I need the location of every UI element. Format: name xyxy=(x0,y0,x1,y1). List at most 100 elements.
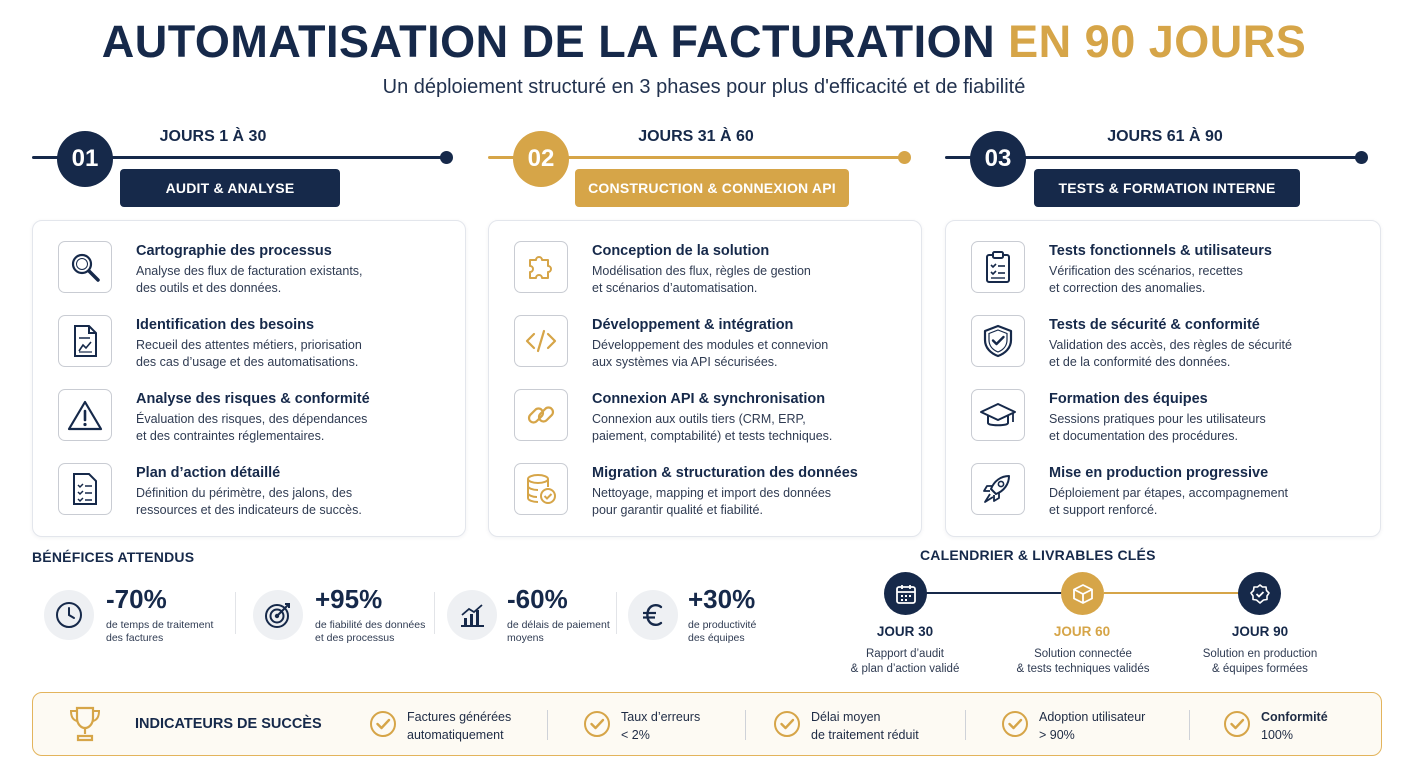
success-title: INDICATEURS DE SUCCÈS xyxy=(135,716,322,732)
title-main: AUTOMATISATION DE LA FACTURATION xyxy=(101,16,996,67)
box-icon xyxy=(1061,572,1104,615)
item-title: Développement & intégration xyxy=(592,317,794,333)
item-desc: Définition du périmètre, des jalons, des… xyxy=(136,486,362,517)
phase-3-line xyxy=(945,156,1359,159)
benefit-label: de productivité des équipes xyxy=(688,619,757,644)
page-title: AUTOMATISATION DE LA FACTURATION EN 90 J… xyxy=(0,16,1408,68)
benefit-label: de fiabilité des données et des processus xyxy=(315,619,426,644)
phase-3-label: TESTS & FORMATION INTERNE xyxy=(1034,169,1300,207)
phase-3-item-1: Tests fonctionnels & utilisateurs Vérifi… xyxy=(971,241,1361,301)
chart-icon xyxy=(447,590,497,640)
benefit-label: de temps de traitement des factures xyxy=(106,619,214,644)
phase-1-item-2: Identification des besoins Recueil des a… xyxy=(58,315,448,375)
euro-icon xyxy=(628,590,678,640)
graduation-cap-icon xyxy=(971,389,1025,441)
calendar-day-90: JOUR 90 xyxy=(1231,624,1289,639)
item-desc: Connexion aux outils tiers (CRM, ERP, pai… xyxy=(592,412,833,443)
phase-1-line xyxy=(32,156,444,159)
item-desc: Sessions pratiques pour les utilisateurs… xyxy=(1049,412,1266,443)
benefit-item-2: +95% de fiabilité des données et des proc… xyxy=(253,584,443,654)
success-separator xyxy=(965,710,966,740)
benefit-label: de délais de paiement moyens xyxy=(507,619,610,644)
item-desc: Déploiement par étapes, accompagnement et… xyxy=(1049,486,1289,517)
item-desc: Validation des accès, des règles de sécu… xyxy=(1049,338,1292,369)
success-separator xyxy=(745,710,746,740)
phase-2: 02 JOURS 31 À 60 CONSTRUCTION & CONNEXIO… xyxy=(488,126,926,538)
item-title: Plan d’action détaillé xyxy=(136,465,281,481)
phase-3-days: JOURS 61 À 90 xyxy=(1107,128,1223,145)
success-separator xyxy=(547,710,548,740)
item-title: Cartographie des processus xyxy=(136,243,332,259)
phase-2-item-3: Connexion API & synchronisation Connexio… xyxy=(514,389,904,449)
puzzle-icon xyxy=(514,241,568,293)
benefit-value: +95% xyxy=(315,584,383,614)
phase-2-line xyxy=(488,156,900,159)
title-highlight: EN 90 JOURS xyxy=(1008,16,1307,67)
page-subtitle: Un déploiement structuré en 3 phases pou… xyxy=(382,76,1026,98)
phase-3-end-dot xyxy=(1355,151,1368,164)
phase-2-card: Conception de la solution Modélisation d… xyxy=(488,220,922,537)
benefit-separator xyxy=(616,592,617,634)
calendar-desc-60: Solution connectée & tests techniques val… xyxy=(1016,648,1150,675)
calendar-icon xyxy=(884,572,927,615)
phase-3-item-4: Mise en production progressive Déploieme… xyxy=(971,463,1361,523)
phase-2-number: 02 xyxy=(513,131,569,187)
phase-3-number: 03 xyxy=(970,131,1026,187)
benefits-title: BÉNÉFICES ATTENDUS xyxy=(32,549,195,565)
success-text: Adoption utilisateur > 90% xyxy=(1039,710,1146,742)
check-circle-icon xyxy=(369,710,397,743)
item-desc: Nettoyage, mapping et import des données… xyxy=(592,486,832,517)
benefit-separator xyxy=(235,592,236,634)
database-check-icon xyxy=(514,463,568,515)
shield-check-icon xyxy=(971,315,1025,367)
phase-1-days: JOURS 1 À 30 xyxy=(159,128,267,145)
phase-1-label: AUDIT & ANALYSE xyxy=(120,169,340,207)
item-desc: Vérification des scénarios, recettes et c… xyxy=(1049,264,1243,295)
code-icon xyxy=(514,315,568,367)
benefit-value: -60% xyxy=(507,584,568,614)
item-desc: Développement des modules et connevion au… xyxy=(592,338,829,369)
phase-1-item-1: Cartographie des processus Analyse des f… xyxy=(58,241,448,301)
phase-1-card: Cartographie des processus Analyse des f… xyxy=(32,220,466,537)
checklist-icon xyxy=(58,463,112,515)
item-title: Conception de la solution xyxy=(592,243,770,259)
item-title: Migration & structuration des données xyxy=(592,465,858,481)
phase-1: 01 JOURS 1 À 30 AUDIT & ANALYSE Cartogra… xyxy=(32,126,470,538)
phase-2-item-1: Conception de la solution Modélisation d… xyxy=(514,241,904,301)
phase-2-days: JOURS 31 À 60 xyxy=(638,128,754,145)
success-text: Conformité 100% xyxy=(1261,710,1328,742)
phase-3-card: Tests fonctionnels & utilisateurs Vérifi… xyxy=(945,220,1381,537)
document-chart-icon xyxy=(58,315,112,367)
calendar-day-60: JOUR 60 xyxy=(1053,624,1111,639)
phase-1-item-4: Plan d’action détaillé Définition du pér… xyxy=(58,463,448,523)
phase-2-end-dot xyxy=(898,151,911,164)
calendar-title: CALENDRIER & LIVRABLES CLÉS xyxy=(920,547,1156,563)
success-text: Factures générées automatiquement xyxy=(407,710,512,742)
benefit-item-1: -70% de temps de traitement des factures xyxy=(44,584,234,654)
benefit-item-3: -60% de délais de paiement moyens xyxy=(447,584,627,654)
item-desc: Analyse des flux de facturation existant… xyxy=(136,264,363,295)
link-icon xyxy=(514,389,568,441)
success-text: Délai moyen de traitement réduit xyxy=(811,710,919,742)
magnifier-icon xyxy=(58,241,112,293)
trophy-icon xyxy=(65,704,105,749)
calendar-desc-30: Rapport d’audit & plan d’action validé xyxy=(850,648,960,675)
success-indicators-bar: INDICATEURS DE SUCCÈS Factures générées a… xyxy=(32,692,1382,756)
item-title: Identification des besoins xyxy=(136,317,315,333)
check-circle-icon xyxy=(773,710,801,743)
benefit-item-4: +30% de productivité des équipes xyxy=(628,584,808,654)
item-title: Analyse des risques & conformité xyxy=(136,391,370,407)
target-icon xyxy=(253,590,303,640)
phase-2-label: CONSTRUCTION & CONNEXION API xyxy=(575,169,849,207)
phase-3: 03 JOURS 61 À 90 TESTS & FORMATION INTER… xyxy=(945,126,1383,538)
phase-2-item-4: Migration & structuration des données Ne… xyxy=(514,463,904,523)
phase-1-number: 01 xyxy=(57,131,113,187)
benefit-value: -70% xyxy=(106,584,167,614)
phase-2-item-2: Développement & intégration Développemen… xyxy=(514,315,904,375)
item-title: Tests de sécurité & conformité xyxy=(1049,317,1260,333)
warning-icon xyxy=(58,389,112,441)
success-separator xyxy=(1189,710,1190,740)
phase-3-item-3: Formation des équipes Sessions pratiques… xyxy=(971,389,1361,449)
calendar-desc-90: Solution en production & équipes formées xyxy=(1202,648,1318,675)
phase-3-item-2: Tests de sécurité & conformité Validatio… xyxy=(971,315,1361,375)
